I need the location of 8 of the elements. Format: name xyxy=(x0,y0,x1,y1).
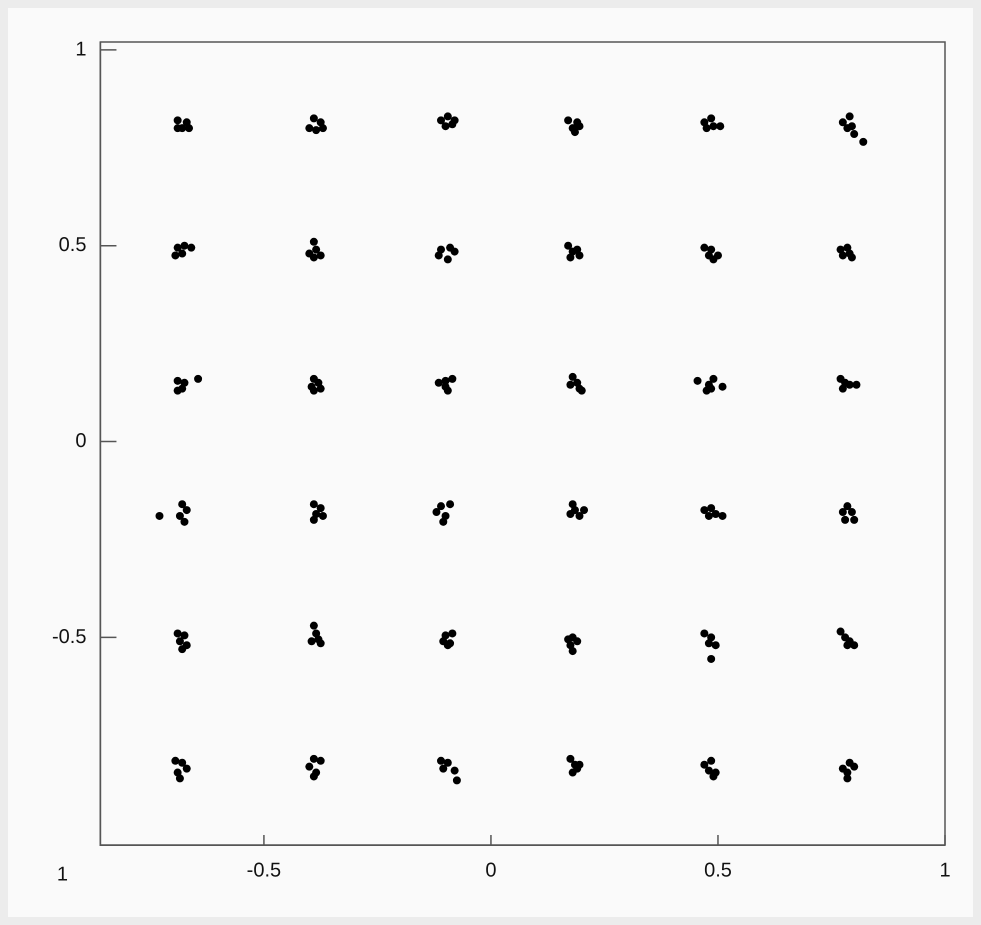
y-tick-label: 0.5 xyxy=(58,234,86,256)
x-tick-label: 0 xyxy=(485,860,497,882)
x-tick-label: 1 xyxy=(939,860,951,882)
y-tick-label: 1 xyxy=(75,38,86,60)
x-tick-label: -0.5 xyxy=(246,860,282,882)
x-tick-label: 0.5 xyxy=(704,860,732,882)
y-tick-label: 0 xyxy=(75,430,86,452)
y-tick-label: -0.5 xyxy=(52,626,86,648)
